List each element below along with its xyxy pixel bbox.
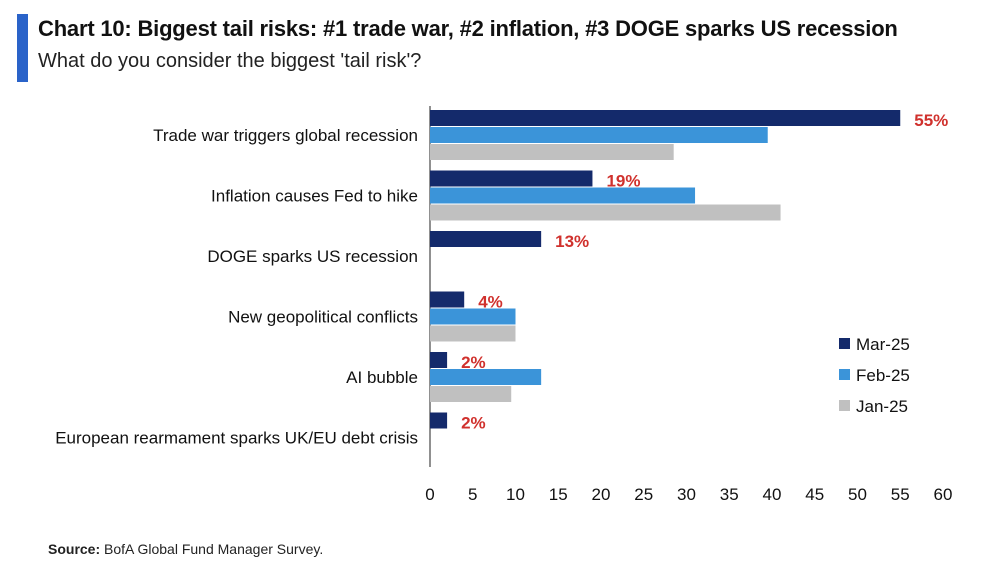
x-tick-label: 10 — [506, 485, 525, 504]
source-note: Source: BofA Global Fund Manager Survey. — [48, 541, 323, 557]
data-label: 55% — [914, 111, 948, 130]
bar-mar-25-2 — [430, 170, 593, 187]
bar-mar-25-1 — [430, 110, 901, 126]
x-tick-label: 0 — [425, 485, 434, 504]
x-tick-label: 15 — [549, 485, 568, 504]
x-tick-label: 40 — [763, 485, 782, 504]
bar-feb-25-2 — [430, 187, 696, 204]
legend-swatch-feb-25 — [839, 369, 850, 380]
x-tick-label: 60 — [934, 485, 953, 504]
x-tick-label: 25 — [634, 485, 653, 504]
bar-mar-25-4 — [430, 291, 465, 308]
bar-mar-25-6 — [430, 412, 448, 429]
bar-mar-25-3 — [430, 231, 542, 247]
category-label: Inflation causes Fed to hike — [211, 187, 418, 206]
data-label: 2% — [461, 414, 486, 433]
bar-feb-25-4 — [430, 308, 516, 325]
x-tick-label: 45 — [805, 485, 824, 504]
category-label: New geopolitical conflicts — [228, 308, 418, 327]
data-label: 4% — [478, 293, 503, 312]
x-tick-label: 50 — [848, 485, 867, 504]
x-tick-label: 5 — [468, 485, 477, 504]
category-label: European rearmament sparks UK/EU debt cr… — [55, 429, 418, 448]
bar-jan-25-4 — [430, 325, 516, 342]
data-label: 2% — [461, 353, 486, 372]
bar-feb-25-5 — [430, 369, 542, 385]
bar-mar-25-5 — [430, 352, 448, 368]
chart-title: Chart 10: Biggest tail risks: #1 trade w… — [38, 16, 898, 41]
bar-jan-25-1 — [430, 144, 674, 160]
title-accent-bar — [17, 14, 28, 82]
source-label: Source: — [48, 541, 101, 557]
legend-label: Mar-25 — [856, 335, 910, 354]
bar-jan-25-2 — [430, 204, 781, 221]
category-label: AI bubble — [346, 368, 418, 387]
legend-label: Jan-25 — [856, 397, 908, 416]
legend-label: Feb-25 — [856, 366, 910, 385]
legend-swatch-jan-25 — [839, 400, 850, 411]
bar-jan-25-5 — [430, 386, 512, 402]
x-tick-label: 30 — [677, 485, 696, 504]
data-label: 19% — [606, 172, 640, 191]
legend-swatch-mar-25 — [839, 338, 850, 349]
x-tick-label: 35 — [720, 485, 739, 504]
category-label: Trade war triggers global recession — [153, 126, 418, 145]
category-label: DOGE sparks US recession — [207, 247, 418, 266]
source-text: BofA Global Fund Manager Survey. — [100, 541, 324, 557]
bar-feb-25-1 — [430, 127, 768, 143]
x-tick-label: 55 — [891, 485, 910, 504]
x-tick-label: 20 — [592, 485, 611, 504]
chart-subtitle: What do you consider the biggest 'tail r… — [38, 50, 422, 72]
data-label: 13% — [555, 232, 589, 251]
